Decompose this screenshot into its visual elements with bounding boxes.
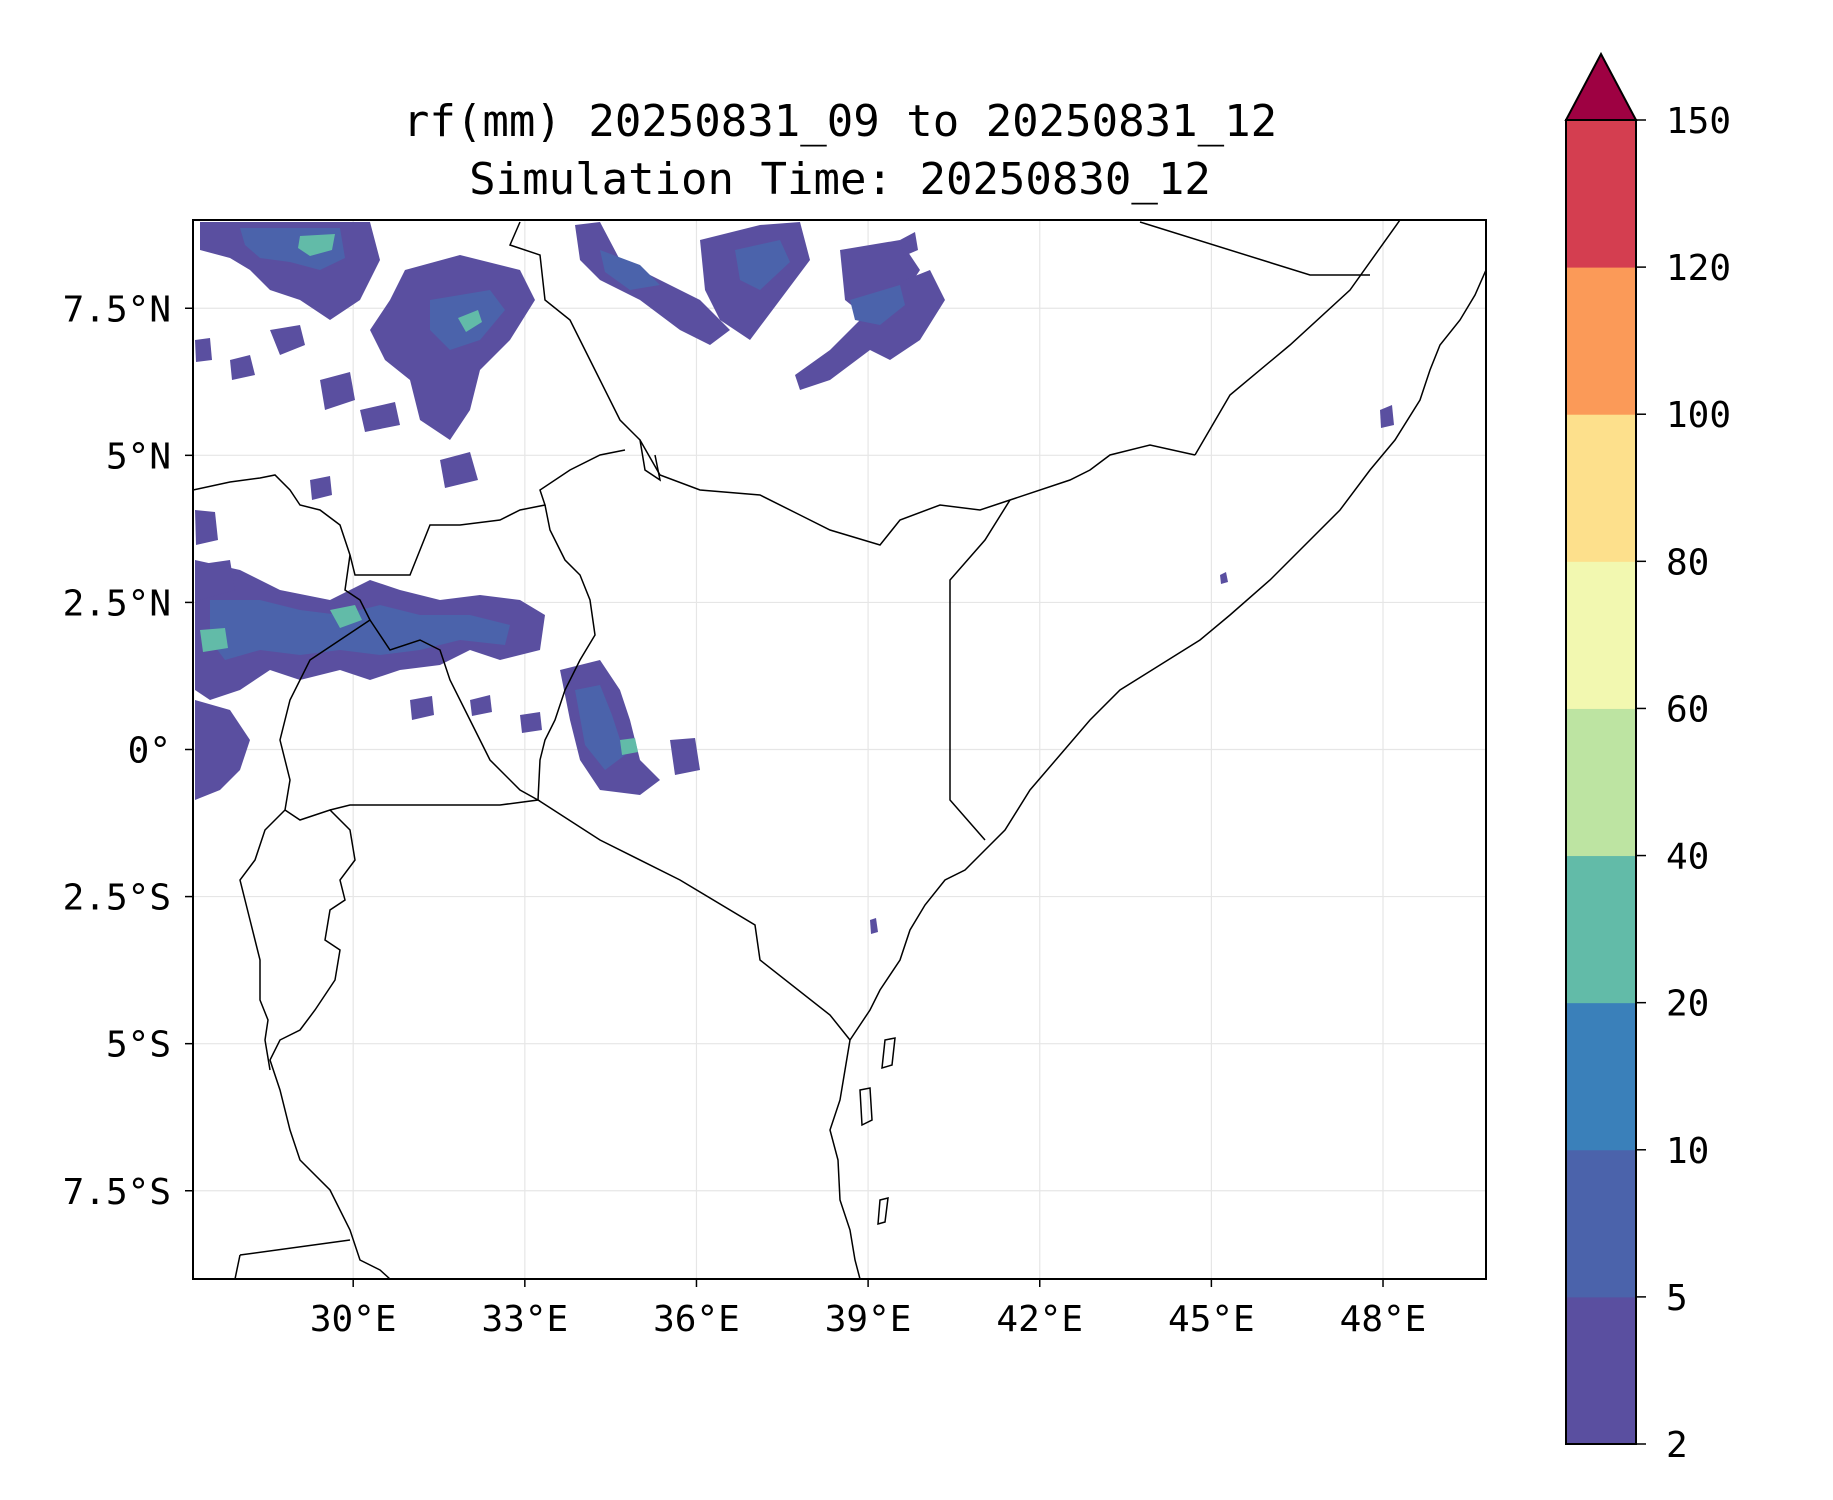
y-tick-label: 5°S — [106, 1025, 171, 1066]
border-kenya-tanzania — [537, 799, 851, 1041]
colorbar-segment — [1566, 267, 1636, 415]
rain-patch-small-6 — [1220, 572, 1228, 584]
rain-patch-east-lake-inner — [575, 685, 625, 770]
colorbar-segment — [1566, 1149, 1636, 1298]
border-sudan-drc — [193, 449, 626, 576]
rain-band-sw — [195, 700, 250, 800]
rain-band-central-core-2 — [200, 628, 228, 652]
x-tick-label: 36°E — [653, 1299, 740, 1340]
island-pemba — [881, 1037, 896, 1070]
border-lake-tanganyika — [239, 809, 286, 1071]
island-zanzibar — [859, 1087, 873, 1127]
rain-band-ne-4 — [795, 270, 945, 390]
colorbar-extend-arrow — [1564, 51, 1638, 121]
rain-patch-scatter-6 — [310, 476, 332, 500]
border-rwanda-burundi — [269, 809, 391, 1279]
rain-patch-small-1 — [470, 695, 492, 716]
rain-band-central-core — [330, 605, 362, 628]
rain-band-ne-1-inner — [600, 250, 660, 290]
colorbar-segment — [1566, 561, 1636, 709]
y-tick-label: 7.5°S — [63, 1172, 171, 1213]
rainfall-field — [195, 222, 1394, 934]
border-kenya-somalia — [949, 499, 1011, 841]
rain-patch-scatter-3 — [230, 355, 255, 380]
colorbar-tick-label: 2 — [1666, 1425, 1688, 1466]
rain-patch-scatter-7 — [195, 338, 212, 362]
colorbar-tick-label: 100 — [1666, 395, 1731, 436]
border-ethiopia-south — [639, 439, 1196, 546]
colorbar-tick-label: 20 — [1666, 984, 1709, 1025]
colorbar-tick-label: 60 — [1666, 689, 1709, 730]
y-tick-label: 7.5°N — [63, 289, 171, 330]
y-tick-label: 2.5°S — [63, 878, 171, 919]
y-tick-label: 2.5°N — [63, 583, 171, 624]
rain-patch-west-edge — [195, 510, 218, 545]
y-axis-ticks: 7.5°N 5°N 2.5°N 0° 2.5°S 5°S 7.5°S — [63, 289, 193, 1213]
border-ethiopia-somalia — [1194, 220, 1401, 456]
plot-title-line1: rf(mm) 20250831_09 to 20250831_12 — [403, 96, 1277, 147]
rain-patch-small-2 — [520, 712, 542, 733]
border-uganda-east — [537, 504, 596, 801]
border-zambia — [239, 1239, 351, 1256]
rain-patch-nc-core — [458, 310, 482, 332]
colorbar-tick-label: 5 — [1666, 1278, 1688, 1319]
x-axis-ticks: 30°E 33°E 36°E 39°E 42°E 45°E 48°E — [310, 1279, 1427, 1340]
rain-band-ne-4-inner — [850, 285, 905, 325]
x-tick-label: 48°E — [1340, 1299, 1427, 1340]
y-tick-label: 0° — [128, 731, 171, 772]
colorbar-segment — [1566, 855, 1636, 1004]
x-tick-label: 39°E — [825, 1299, 912, 1340]
x-tick-label: 30°E — [310, 1299, 397, 1340]
rain-patch-small-7 — [870, 918, 878, 934]
rain-band-ne-2-inner — [735, 240, 790, 290]
colorbar: 2 5 10 20 40 60 80 100 120 150 — [1564, 51, 1731, 1466]
y-tick-label: 5°N — [106, 436, 171, 477]
rain-patch-scatter-1 — [270, 325, 305, 355]
colorbar-segment — [1566, 1002, 1636, 1151]
rain-patch-scatter-4 — [360, 402, 400, 432]
rain-patch-scatter-5 — [440, 452, 478, 488]
plot-title-line2: Simulation Time: 20250830_12 — [469, 154, 1211, 205]
colorbar-segment — [1566, 708, 1636, 857]
rain-patch-nw-core — [298, 234, 335, 256]
rain-band-central-inner — [210, 600, 510, 660]
rain-patch-east-lake-core — [620, 738, 638, 755]
colorbar-tick-label: 40 — [1666, 837, 1709, 878]
rain-patch-scatter-2 — [320, 372, 355, 410]
map-area: 30°E 33°E 36°E 39°E 42°E 45°E 48°E 7.5°N 5°N 2.5… — [63, 219, 1487, 1340]
colorbar-segment — [1566, 414, 1636, 562]
colorbar-tick-label: 10 — [1666, 1131, 1709, 1172]
rain-patch-small-4 — [670, 738, 700, 775]
rain-band-ne-5 — [900, 232, 918, 256]
border-lake-victoria-outline — [329, 619, 541, 811]
x-tick-label: 33°E — [481, 1299, 568, 1340]
coastline — [829, 269, 1486, 1279]
colorbar-tick-label: 80 — [1666, 542, 1709, 583]
rain-patch-small-5 — [1380, 405, 1394, 428]
colorbar-tick-label: 120 — [1666, 248, 1731, 289]
rain-patch-west-edge-2 — [195, 560, 235, 600]
colorbar-segment — [1566, 1296, 1636, 1445]
country-borders — [193, 220, 1401, 1279]
border-south-sudan-ethiopia — [508, 221, 662, 482]
x-tick-label: 42°E — [996, 1299, 1083, 1340]
colorbar-segment — [1566, 120, 1636, 268]
border-somaliland — [1139, 221, 1370, 276]
border-tz-moz — [234, 1254, 241, 1279]
coastline-east-africa — [829, 269, 1486, 1279]
colorbar-frame — [1565, 119, 1637, 1445]
rain-patch-small-3 — [410, 696, 434, 720]
island-mafia — [877, 1197, 889, 1226]
border-uganda-west — [279, 554, 371, 811]
colorbar-tick-label: 150 — [1666, 101, 1731, 142]
x-tick-label: 45°E — [1168, 1299, 1255, 1340]
